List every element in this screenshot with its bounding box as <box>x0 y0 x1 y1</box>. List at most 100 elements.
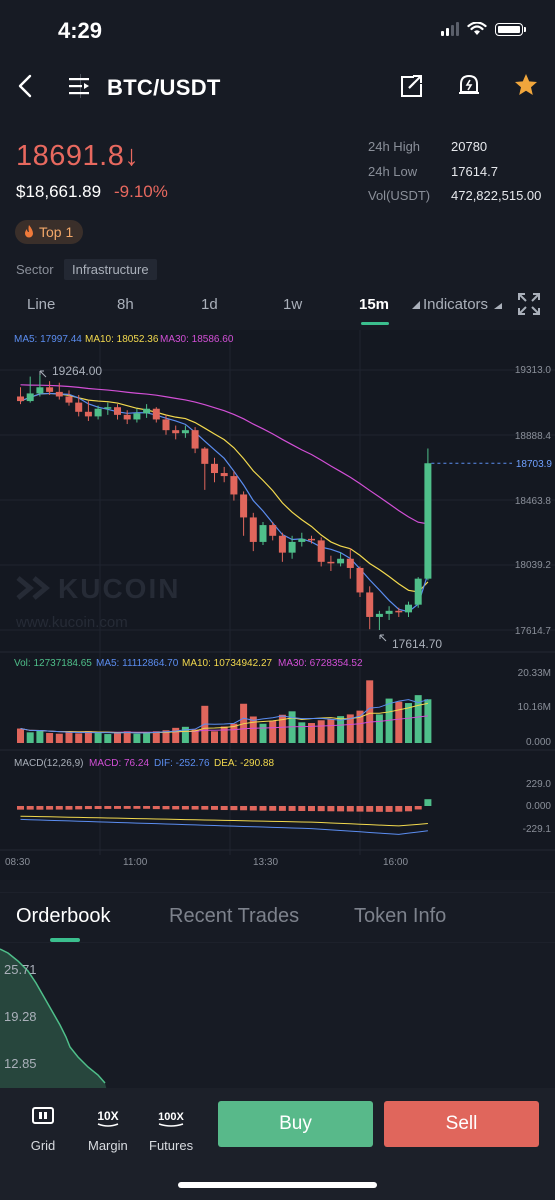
grid-button[interactable]: Grid <box>30 1104 56 1153</box>
dif-line <box>20 818 428 835</box>
volume-bar <box>414 695 422 743</box>
indicators-button[interactable]: Indicators <box>423 296 489 313</box>
candle <box>46 387 54 392</box>
panel-separator <box>0 892 555 893</box>
macd-bar <box>172 806 180 810</box>
vol-ma10-line <box>20 702 429 734</box>
macd-axis-label: -229.1 <box>523 824 552 835</box>
share-icon[interactable] <box>400 74 424 98</box>
tab-8h[interactable]: 8h <box>117 296 134 313</box>
status-time: 4:29 <box>58 18 103 43</box>
tab-1w[interactable]: 1w <box>283 296 303 313</box>
candle <box>317 540 325 562</box>
last-price: 18691.8↓ <box>16 140 140 172</box>
time-axis-label: 08:30 <box>5 857 30 868</box>
candle <box>65 396 73 403</box>
back-icon[interactable] <box>16 74 36 98</box>
stat-label-low: 24h Low <box>368 164 418 179</box>
svg-text:10X: 10X <box>97 1109 118 1123</box>
tab-recent-trades[interactable]: Recent Trades <box>169 905 300 927</box>
alert-bell-icon[interactable] <box>456 72 482 98</box>
tab-line[interactable]: Line <box>27 296 56 313</box>
dif-legend: DIF: -252.76 <box>154 758 210 769</box>
macd-bar <box>55 806 63 810</box>
volume-bar <box>133 733 141 743</box>
volume-bar <box>55 733 63 743</box>
candle <box>84 411 92 417</box>
vol-axis-label: 0.000 <box>526 737 551 748</box>
macd-bar <box>114 806 121 809</box>
macd-legend: MACD(12,26,9) <box>14 758 83 769</box>
stat-value-high: 20780 <box>451 139 488 154</box>
depth-chart[interactable] <box>0 945 555 1090</box>
candle <box>191 430 199 449</box>
kucoin-logo-icon <box>16 576 50 600</box>
watermark-text: KUCOIN <box>58 573 180 604</box>
candle <box>220 473 228 477</box>
volume-bar <box>36 730 44 743</box>
active-tab-indicator <box>361 322 389 325</box>
menu-icon[interactable] <box>68 76 92 96</box>
volume-bar <box>114 733 121 743</box>
tab-token-info[interactable]: Token Info <box>354 905 447 927</box>
futures-button[interactable]: 100X Futures <box>149 1104 193 1153</box>
status-icons <box>441 22 526 36</box>
tab-1d[interactable]: 1d <box>201 296 218 313</box>
macd-bar <box>65 806 73 810</box>
dea-line <box>20 815 428 827</box>
candle <box>424 463 432 579</box>
volume-bar <box>191 729 199 743</box>
volume-bar <box>172 727 180 743</box>
macd-bar <box>94 806 102 809</box>
macd-bar <box>240 806 248 811</box>
macd-bar <box>259 806 267 811</box>
macd-bar <box>84 806 92 810</box>
usd-price: $18,661.89 <box>16 182 102 201</box>
macd-bar <box>162 806 170 810</box>
sell-button[interactable]: Sell <box>384 1101 539 1147</box>
wifi-icon <box>467 22 487 35</box>
chart-area[interactable]: KUCOIN www.kucoin.com MA5: 17997.44 MA10: 1… <box>0 330 555 880</box>
volume-bar <box>366 680 374 743</box>
candle <box>327 561 335 564</box>
fullscreen-icon[interactable] <box>517 292 541 316</box>
volume-bar <box>308 723 315 743</box>
price-axis-label: 17614.7 <box>515 626 552 637</box>
watermark-url: www.kucoin.com <box>15 614 128 631</box>
macd-bar <box>414 806 422 810</box>
sector-value[interactable]: Infrastructure <box>64 259 157 280</box>
top-badge[interactable]: Top 1 <box>15 220 84 244</box>
tab-orderbook[interactable]: Orderbook <box>16 905 111 927</box>
macd-bar <box>143 806 151 809</box>
macd-bar <box>424 799 432 806</box>
stat-label-vol: Vol(USDT) <box>368 188 431 203</box>
volume-bar <box>123 731 131 743</box>
10x-icon: 10X <box>97 1109 119 1127</box>
candle <box>269 525 277 536</box>
macd-bar <box>181 806 189 810</box>
pair-title[interactable]: BTC/USDT <box>107 75 221 100</box>
volume-bar <box>269 720 277 743</box>
star-icon[interactable] <box>513 72 539 98</box>
ma10-legend: MA10: 18052.36 <box>85 334 159 345</box>
candle <box>36 387 44 394</box>
price-axis-label: 18039.2 <box>515 560 552 571</box>
grid-icon <box>32 1107 54 1124</box>
margin-button[interactable]: 10X Margin <box>88 1104 128 1153</box>
margin-label: Margin <box>88 1138 128 1153</box>
grid-label: Grid <box>30 1138 56 1153</box>
sector-label: Sector <box>16 262 54 277</box>
volume-bar <box>181 726 189 743</box>
tab-15m[interactable]: 15m <box>359 296 390 313</box>
candle <box>337 558 345 564</box>
buy-button[interactable]: Buy <box>218 1101 373 1147</box>
100x-icon: 100X <box>158 1111 185 1127</box>
signal-icon <box>441 22 459 36</box>
vol-ma30-legend: MA30: 6728354.52 <box>278 658 363 669</box>
volume-bar <box>356 710 364 743</box>
candle <box>181 430 189 434</box>
dea-legend: DEA: -290.88 <box>214 758 274 769</box>
vol-ma10-legend: MA10: 10734942.27 <box>182 658 273 669</box>
candle <box>278 535 286 553</box>
